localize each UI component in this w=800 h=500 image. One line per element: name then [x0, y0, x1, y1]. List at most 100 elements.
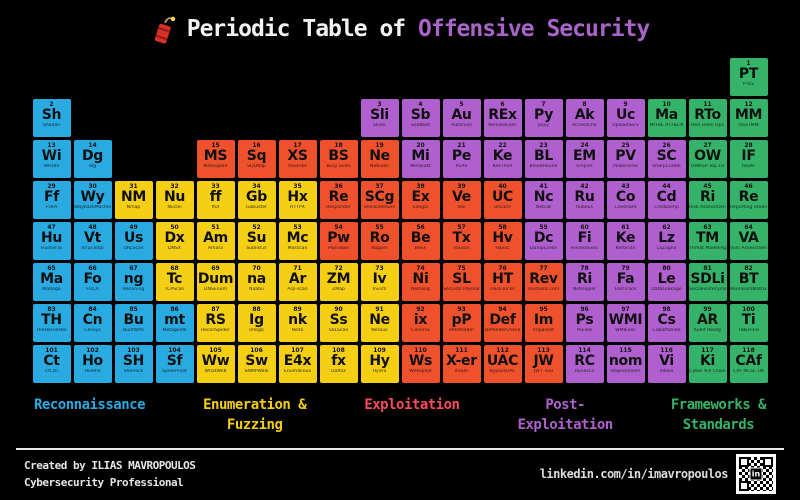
element-symbol: UC: [491, 189, 514, 205]
element-number: 94: [498, 306, 507, 313]
element-symbol: nom: [608, 353, 643, 369]
element-number: 5: [459, 101, 464, 108]
element-number: 112: [496, 347, 509, 354]
element-67-ng: 67 ng Recon-ng: [114, 263, 153, 301]
element-name: Risk Assessment: [689, 205, 726, 210]
element-number: 101: [45, 347, 58, 354]
element-number: 115: [619, 347, 632, 354]
element-number: 49: [129, 224, 138, 231]
element-number: 80: [662, 265, 671, 272]
element-82-BT: 82 BT BlueTeamMatrix: [729, 263, 768, 301]
element-number: 20: [416, 142, 425, 149]
element-53-Mc: 53 Mc Masscan: [278, 222, 317, 260]
element-22-Ke: 22 Ke KeeThief: [483, 140, 522, 178]
element-name: DefenderCheck: [484, 328, 521, 333]
element-number: 95: [539, 306, 548, 313]
element-number: 16: [252, 142, 261, 149]
element-number: 56: [416, 224, 425, 231]
element-number: 28: [744, 142, 753, 149]
element-50-Dx: 50 Dx DNSX: [155, 222, 194, 260]
element-number: 62: [662, 224, 671, 231]
element-symbol: Iv: [372, 271, 387, 287]
element-number: 44: [662, 183, 671, 190]
element-number: 110: [414, 347, 427, 354]
element-name: Veil: [457, 205, 466, 210]
element-13-Wi: 13 Wi WHOIS: [32, 140, 71, 178]
element-number: 4: [418, 101, 423, 108]
element-number: 91: [375, 306, 384, 313]
element-symbol: Ff: [43, 189, 60, 205]
element-number: 99: [703, 306, 712, 313]
element-name: FilelessExec: [570, 246, 599, 251]
element-symbol: OW: [694, 148, 721, 164]
element-number: 87: [211, 306, 220, 313]
element-name: SQLMap: [247, 164, 266, 169]
element-number: 109: [373, 347, 386, 354]
element-54-Pw: 54 Pw PwnTools: [319, 222, 358, 260]
header: Periodic Table of Offensive Security: [0, 0, 800, 58]
element-73-Iv: 73 Iv Invicti: [360, 263, 399, 301]
element-number: 34: [252, 183, 261, 190]
element-symbol: Ex: [411, 189, 430, 205]
element-number: 106: [250, 347, 263, 354]
element-symbol: MM: [734, 107, 763, 123]
element-symbol: Sh: [41, 107, 62, 123]
element-16-Sq: 16 Sq SQLMap: [237, 140, 276, 178]
element-name: Havoc: [495, 246, 510, 251]
element-name: BeEF: [414, 246, 427, 251]
qr-finder-topright: [763, 457, 773, 467]
element-name: Audit Ready: [693, 328, 722, 333]
element-name: Burp Suite: [326, 164, 351, 169]
element-symbol: Ww: [201, 353, 230, 369]
element-name: dig: [88, 164, 97, 169]
element-name: revshells.com: [527, 287, 560, 292]
element-name: Hydra: [372, 369, 387, 374]
element-109-Hy: 109 Hy Hydra: [360, 345, 399, 383]
element-symbol: ix: [413, 312, 428, 328]
element-symbol: Au: [451, 107, 472, 123]
element-number: 111: [455, 347, 468, 354]
element-symbol: Rev: [529, 271, 558, 287]
element-number: 105: [209, 347, 222, 354]
element-symbol: Lz: [658, 230, 675, 246]
element-symbol: ff: [209, 189, 222, 205]
element-52-Su: 52 Su Sublist3r: [237, 222, 276, 260]
element-number: 96: [580, 306, 589, 313]
element-symbol: Ke: [615, 230, 636, 246]
element-86-mt: 86 mt Metagoofil: [155, 304, 194, 342]
element-name: RunasCs: [574, 369, 595, 374]
element-name: Impacket: [532, 328, 555, 333]
element-name: Exegol: [412, 205, 429, 210]
element-name: DumpCreds: [530, 246, 557, 251]
element-number: 53: [293, 224, 302, 231]
element-symbol: Cd: [656, 189, 677, 205]
element-name: OSSTMM: [738, 123, 759, 128]
legend-recon: Reconnaissance: [34, 397, 146, 413]
element-118-CAf: 118 CAf CAF NCSC UK: [729, 345, 768, 383]
element-name: NetExec: [370, 164, 389, 169]
element-symbol: Wy: [80, 189, 105, 205]
element-name: Nishang: [411, 287, 430, 292]
element-number: 46: [744, 183, 753, 190]
element-99-AR: 99 AR Audit Ready: [688, 304, 727, 342]
element-name: Nikto: [291, 328, 304, 333]
element-105-Ww: 105 Ww WhatWeb: [196, 345, 235, 383]
element-101-Ct: 101 Ct crt.sh: [32, 345, 71, 383]
element-symbol: REx: [488, 107, 517, 123]
element-113-JW: 113 JW JWT Tool: [524, 345, 563, 383]
element-number: 55: [375, 224, 384, 231]
element-5-Au: 5 Au Autoruns: [442, 99, 481, 137]
element-name: Sublist3r: [246, 246, 267, 251]
element-number: 58: [498, 224, 507, 231]
element-name: KeeThief: [492, 164, 513, 169]
element-name: Holehe: [84, 369, 101, 374]
element-111-X-er: 111 X-er XSSer: [442, 345, 481, 383]
element-name: Amass: [207, 246, 224, 251]
element-number: 18: [334, 142, 343, 149]
element-name: TIBER-EU: [737, 328, 760, 333]
element-name: Recon-ng: [122, 287, 145, 292]
element-number: 65: [47, 265, 56, 272]
element-symbol: ng: [123, 271, 144, 287]
